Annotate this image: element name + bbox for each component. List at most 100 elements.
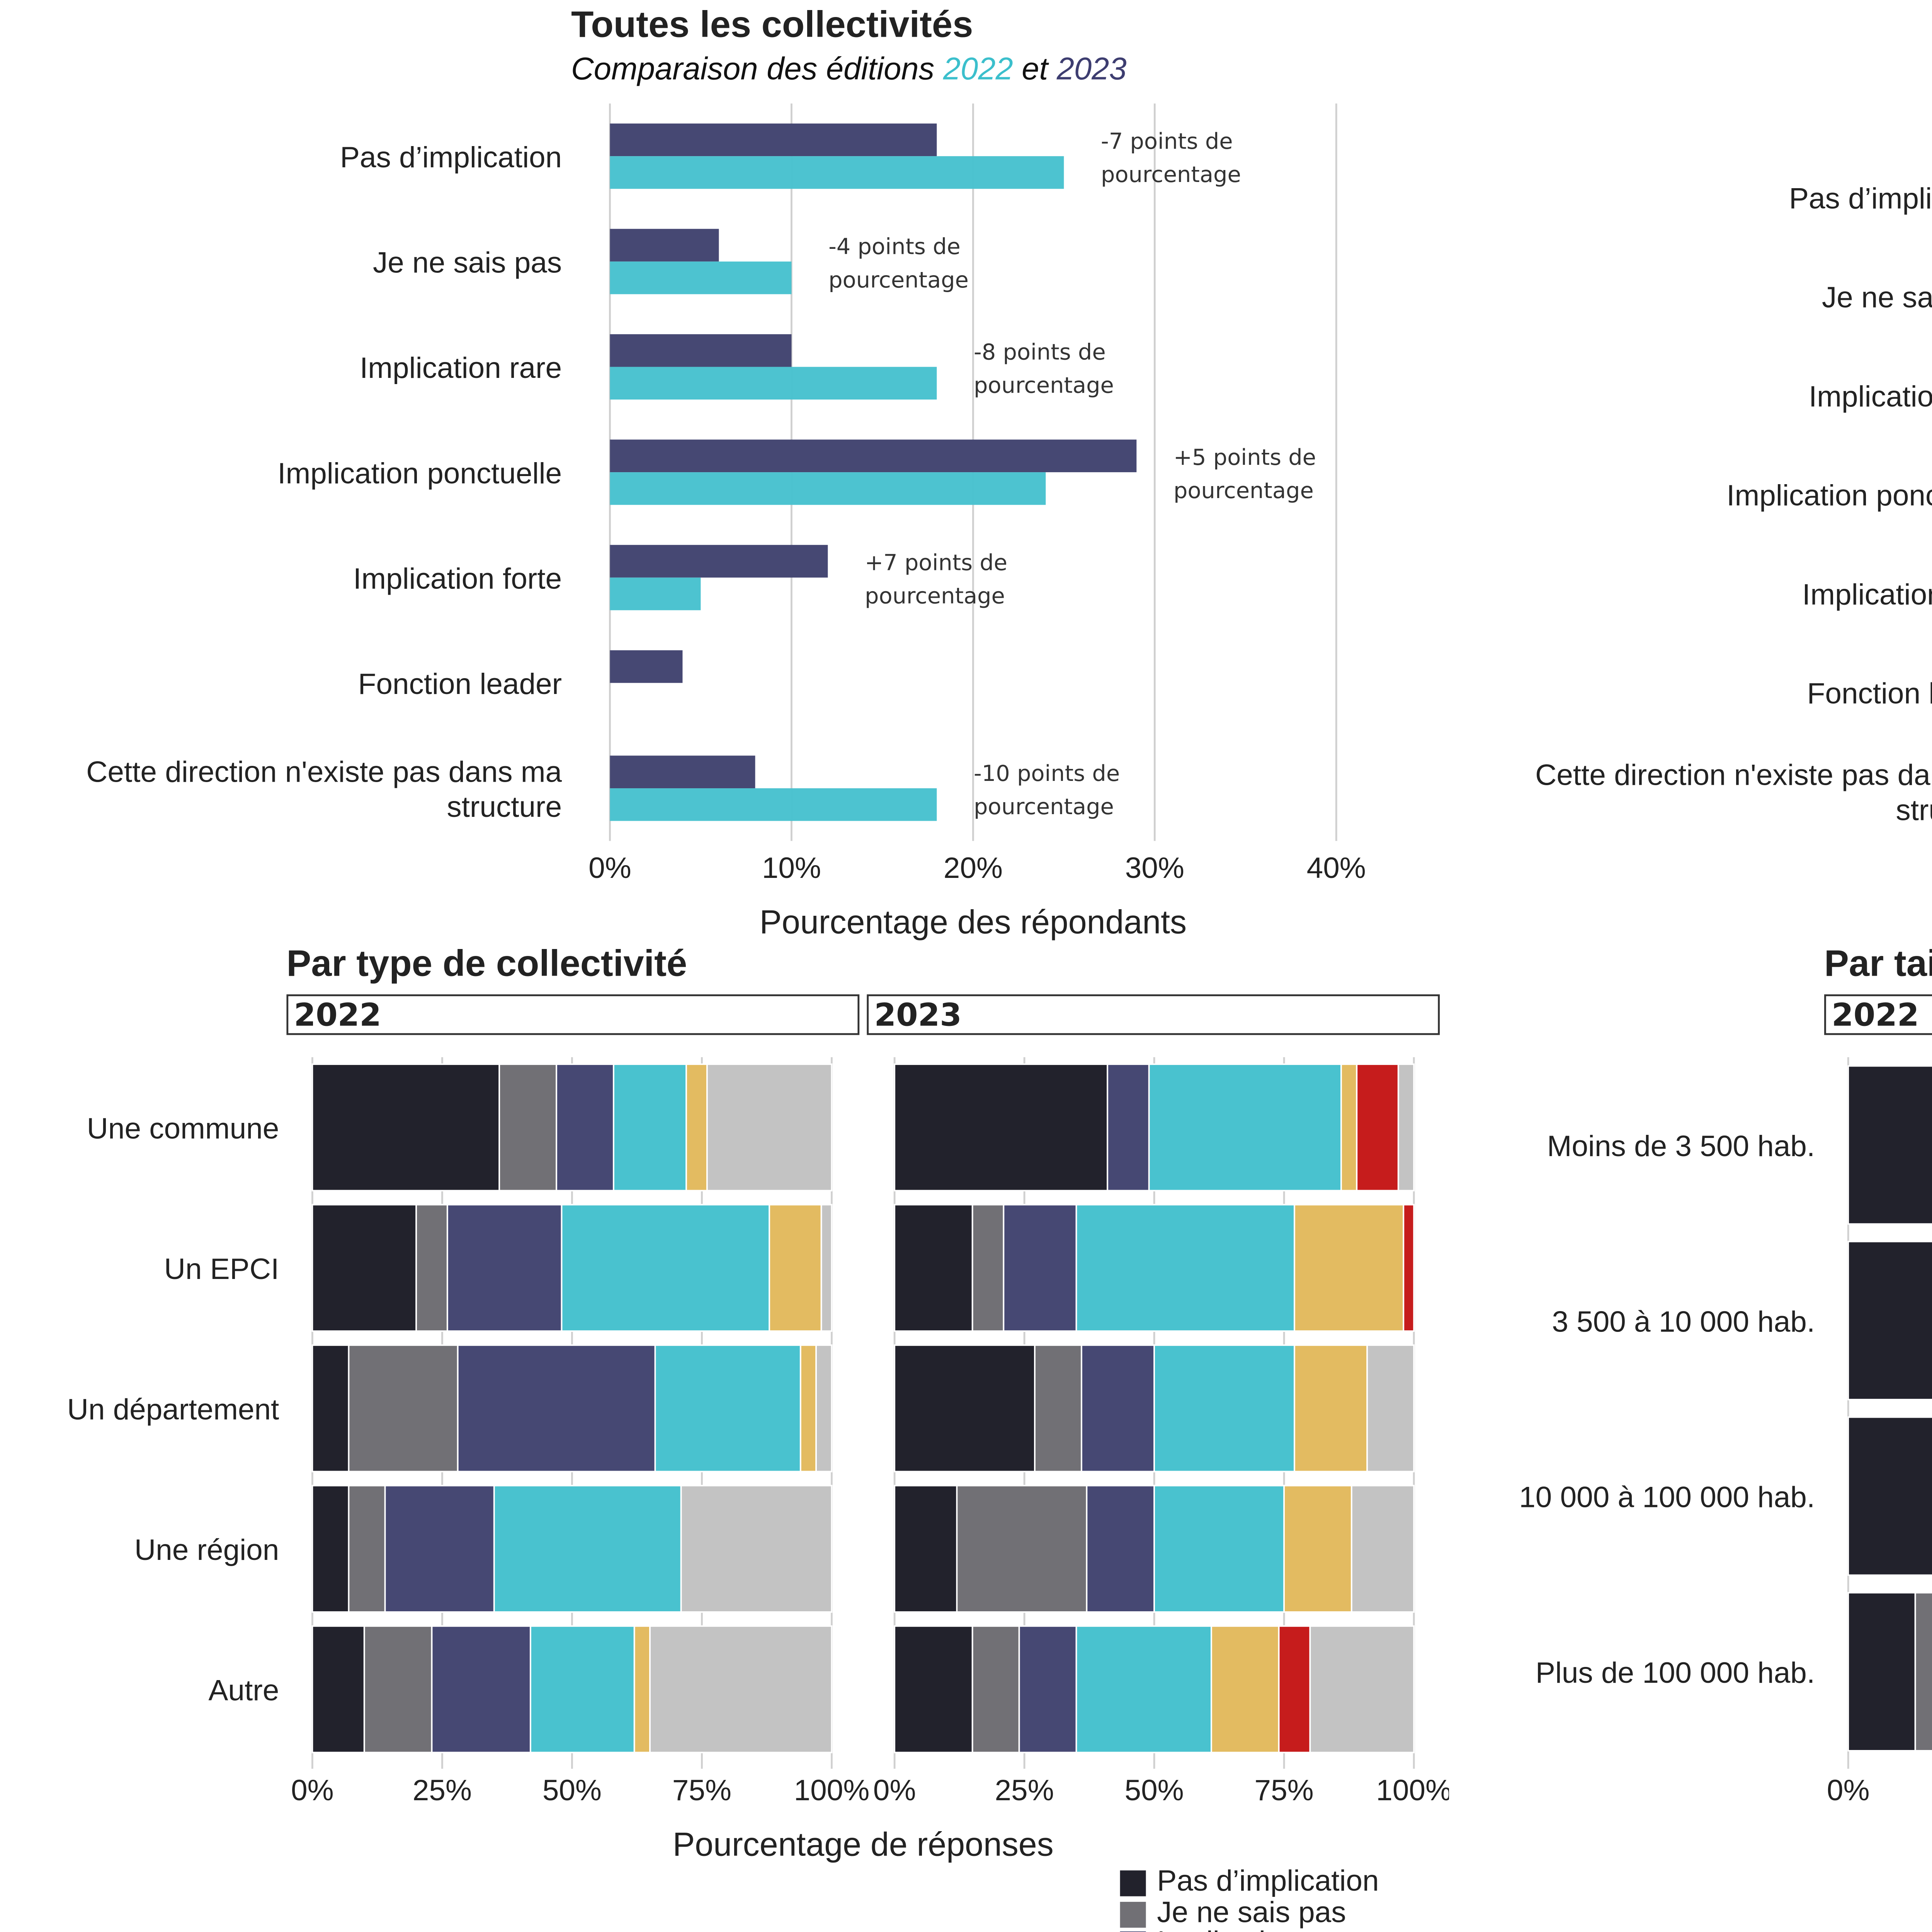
- y-category-label: structure: [447, 791, 562, 823]
- x-tick-label: 25%: [995, 1774, 1054, 1807]
- stacked-segment: [613, 1063, 687, 1192]
- stacked-segment: [769, 1204, 822, 1332]
- change-annotation: pourcentage: [865, 583, 1005, 609]
- y-category-label: Pas d’implication: [340, 141, 562, 174]
- stacked-segment: [1294, 1204, 1405, 1332]
- x-axis-title: Pourcentage de réponses: [673, 1826, 1054, 1863]
- facet-strip-2022: 2022: [1824, 994, 1932, 1035]
- bar-2023: [610, 334, 792, 367]
- bar-2022: [610, 261, 792, 294]
- stacked-segment: [1107, 1063, 1150, 1192]
- x-tick-label: 75%: [1255, 1774, 1314, 1807]
- bar-2023: [610, 439, 1137, 473]
- stacked-segment: [894, 1204, 973, 1332]
- bar-2022: [610, 577, 701, 611]
- stacked-segment: [680, 1485, 833, 1613]
- x-tick-label: 0%: [1827, 1774, 1870, 1807]
- subtitle-year-2022: 2022: [943, 51, 1013, 87]
- change-annotation: -4 points de: [828, 234, 961, 260]
- stacked-segment: [894, 1485, 958, 1613]
- x-tick-label: 20%: [944, 852, 1003, 884]
- stacked-segment: [706, 1063, 833, 1192]
- legend-label: Implication rare: [1157, 1929, 1359, 1932]
- change-annotation: -8 points de: [974, 339, 1106, 365]
- facet-strip-2023: 2023: [867, 994, 1440, 1035]
- x-tick-label: 10%: [762, 852, 821, 884]
- stacked-segment: [446, 1204, 563, 1332]
- stacked-segment: [1847, 1065, 1932, 1225]
- stacked-segment: [1397, 1063, 1415, 1192]
- bar-2022: [610, 788, 937, 821]
- stacked-segment: [1356, 1063, 1399, 1192]
- x-tick-label: 0%: [291, 1774, 334, 1807]
- stacked-segment: [1018, 1625, 1077, 1753]
- x-tick-label: 30%: [1125, 852, 1184, 884]
- y-category-label: Implication rare: [1809, 380, 1932, 413]
- stacked-segment: [529, 1625, 635, 1753]
- y-category-label: Autre: [208, 1674, 279, 1707]
- x-tick-label: 25%: [413, 1774, 472, 1807]
- stacked-segment: [556, 1063, 614, 1192]
- stacked-segment: [1309, 1625, 1415, 1753]
- stacked-segment: [1081, 1344, 1155, 1473]
- stacked-segment: [348, 1485, 386, 1613]
- stacked-segment: [1403, 1204, 1415, 1332]
- stacked-segment: [1148, 1063, 1342, 1192]
- legend-item: Implication rare: [1120, 1929, 1756, 1932]
- stacked-segment: [498, 1063, 557, 1192]
- change-annotation: pourcentage: [828, 267, 969, 293]
- y-category-label: Je ne sais pas: [373, 247, 562, 279]
- stacked-segment: [1847, 1241, 1932, 1400]
- stacked-segment: [493, 1485, 682, 1613]
- y-category-label: 3 500 à 10 000 hab.: [1552, 1305, 1815, 1338]
- stacked-segment: [1914, 1592, 1932, 1752]
- x-tick-label: 0%: [588, 852, 631, 884]
- stacked-segment: [1153, 1344, 1295, 1473]
- y-category-label: Implication forte: [1802, 578, 1932, 611]
- stacked-segment: [1075, 1625, 1212, 1753]
- change-annotation: -7 points de: [1101, 128, 1233, 154]
- stacked-segment: [799, 1344, 817, 1473]
- change-annotation: pourcentage: [974, 794, 1114, 820]
- y-category-label: Cette direction n'existe pas dans ma: [1535, 759, 1932, 791]
- y-category-label: 10 000 à 100 000 hab.: [1519, 1481, 1815, 1514]
- stacked-segment: [820, 1204, 833, 1332]
- stacked-segment: [363, 1625, 433, 1753]
- stacked-segment: [1034, 1344, 1082, 1473]
- stacked-segment: [1847, 1416, 1932, 1576]
- stacked-segment: [311, 1204, 417, 1332]
- chart-taille-commune: Moins de 3 500 hab. 3 500 à 10 000 hab. 10…: [1519, 1057, 1932, 1807]
- y-category-label: Implication ponctuelle: [277, 457, 562, 490]
- y-category-label: Plus de 100 000 hab.: [1536, 1656, 1815, 1689]
- change-annotation: -10 points de: [974, 760, 1120, 786]
- stacked-segment: [1366, 1344, 1415, 1473]
- stacked-segment: [1086, 1485, 1155, 1613]
- stacked-segment: [1278, 1625, 1311, 1753]
- y-category-label: Cette direction n'existe pas dans ma: [86, 755, 562, 788]
- y-category-label: Un EPCI: [164, 1253, 279, 1286]
- stacked-segment: [311, 1063, 500, 1192]
- change-annotation: pourcentage: [974, 372, 1114, 398]
- subtitle-year-2023: 2023: [1056, 51, 1127, 87]
- legend-swatch: [1120, 1901, 1146, 1927]
- x-tick-label: 100%: [1376, 1774, 1449, 1807]
- stacked-segment: [1211, 1625, 1280, 1753]
- x-tick-label: 0%: [873, 1774, 916, 1807]
- stacked-segment: [415, 1204, 448, 1332]
- facet-strip-2022: 2022: [286, 994, 860, 1035]
- stacked-segment: [1350, 1485, 1415, 1613]
- stacked-segment: [894, 1344, 1036, 1473]
- legend-label: Pas d’implication: [1157, 1867, 1379, 1898]
- x-axis-title: Pourcentage des répondants: [760, 904, 1187, 941]
- stacked-segment: [1075, 1204, 1295, 1332]
- legend-item: Pas d’implication: [1120, 1867, 1756, 1899]
- y-category-label: Implication rare: [360, 352, 562, 384]
- x-tick-label: 75%: [672, 1774, 731, 1807]
- y-category-label: Implication forte: [353, 562, 562, 595]
- x-tick-label: 40%: [1307, 852, 1366, 884]
- stacked-segment: [971, 1204, 1005, 1332]
- bottom-left-title: Par type de collectivité: [286, 944, 687, 985]
- y-category-label: Une région: [134, 1534, 279, 1566]
- stacked-segment: [649, 1625, 833, 1753]
- stacked-segment: [633, 1625, 651, 1753]
